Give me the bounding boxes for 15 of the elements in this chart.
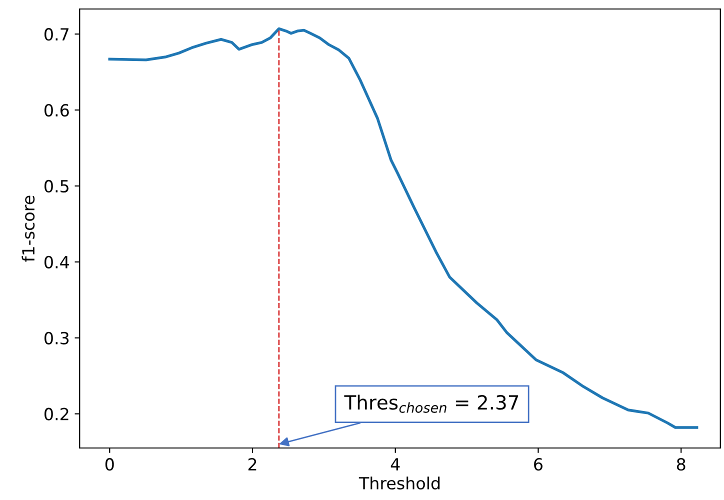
x-tick-label: 8 <box>676 458 686 471</box>
y-tick-label: 0.6 <box>44 104 69 117</box>
x-tick-label: 2 <box>248 458 256 470</box>
y-tick-label: 0.2 <box>44 408 68 420</box>
x-tick-label: 0 <box>105 458 114 471</box>
x-tick-label: 6 <box>534 458 542 471</box>
line-series <box>108 27 698 429</box>
x-tick-label: 4 <box>390 458 400 470</box>
y-axis-title: f1-score <box>22 196 35 262</box>
y-tick-label: 0.3 <box>44 332 69 344</box>
y-tick-label: 0.4 <box>44 256 69 268</box>
annotation: Thres$_{chosen}$ = 2.37 <box>344 394 518 413</box>
y-tick-label: 0.5 <box>44 180 68 193</box>
y-tick-label: 0.7 <box>44 28 68 41</box>
x-axis-title: Threshold <box>358 476 440 490</box>
